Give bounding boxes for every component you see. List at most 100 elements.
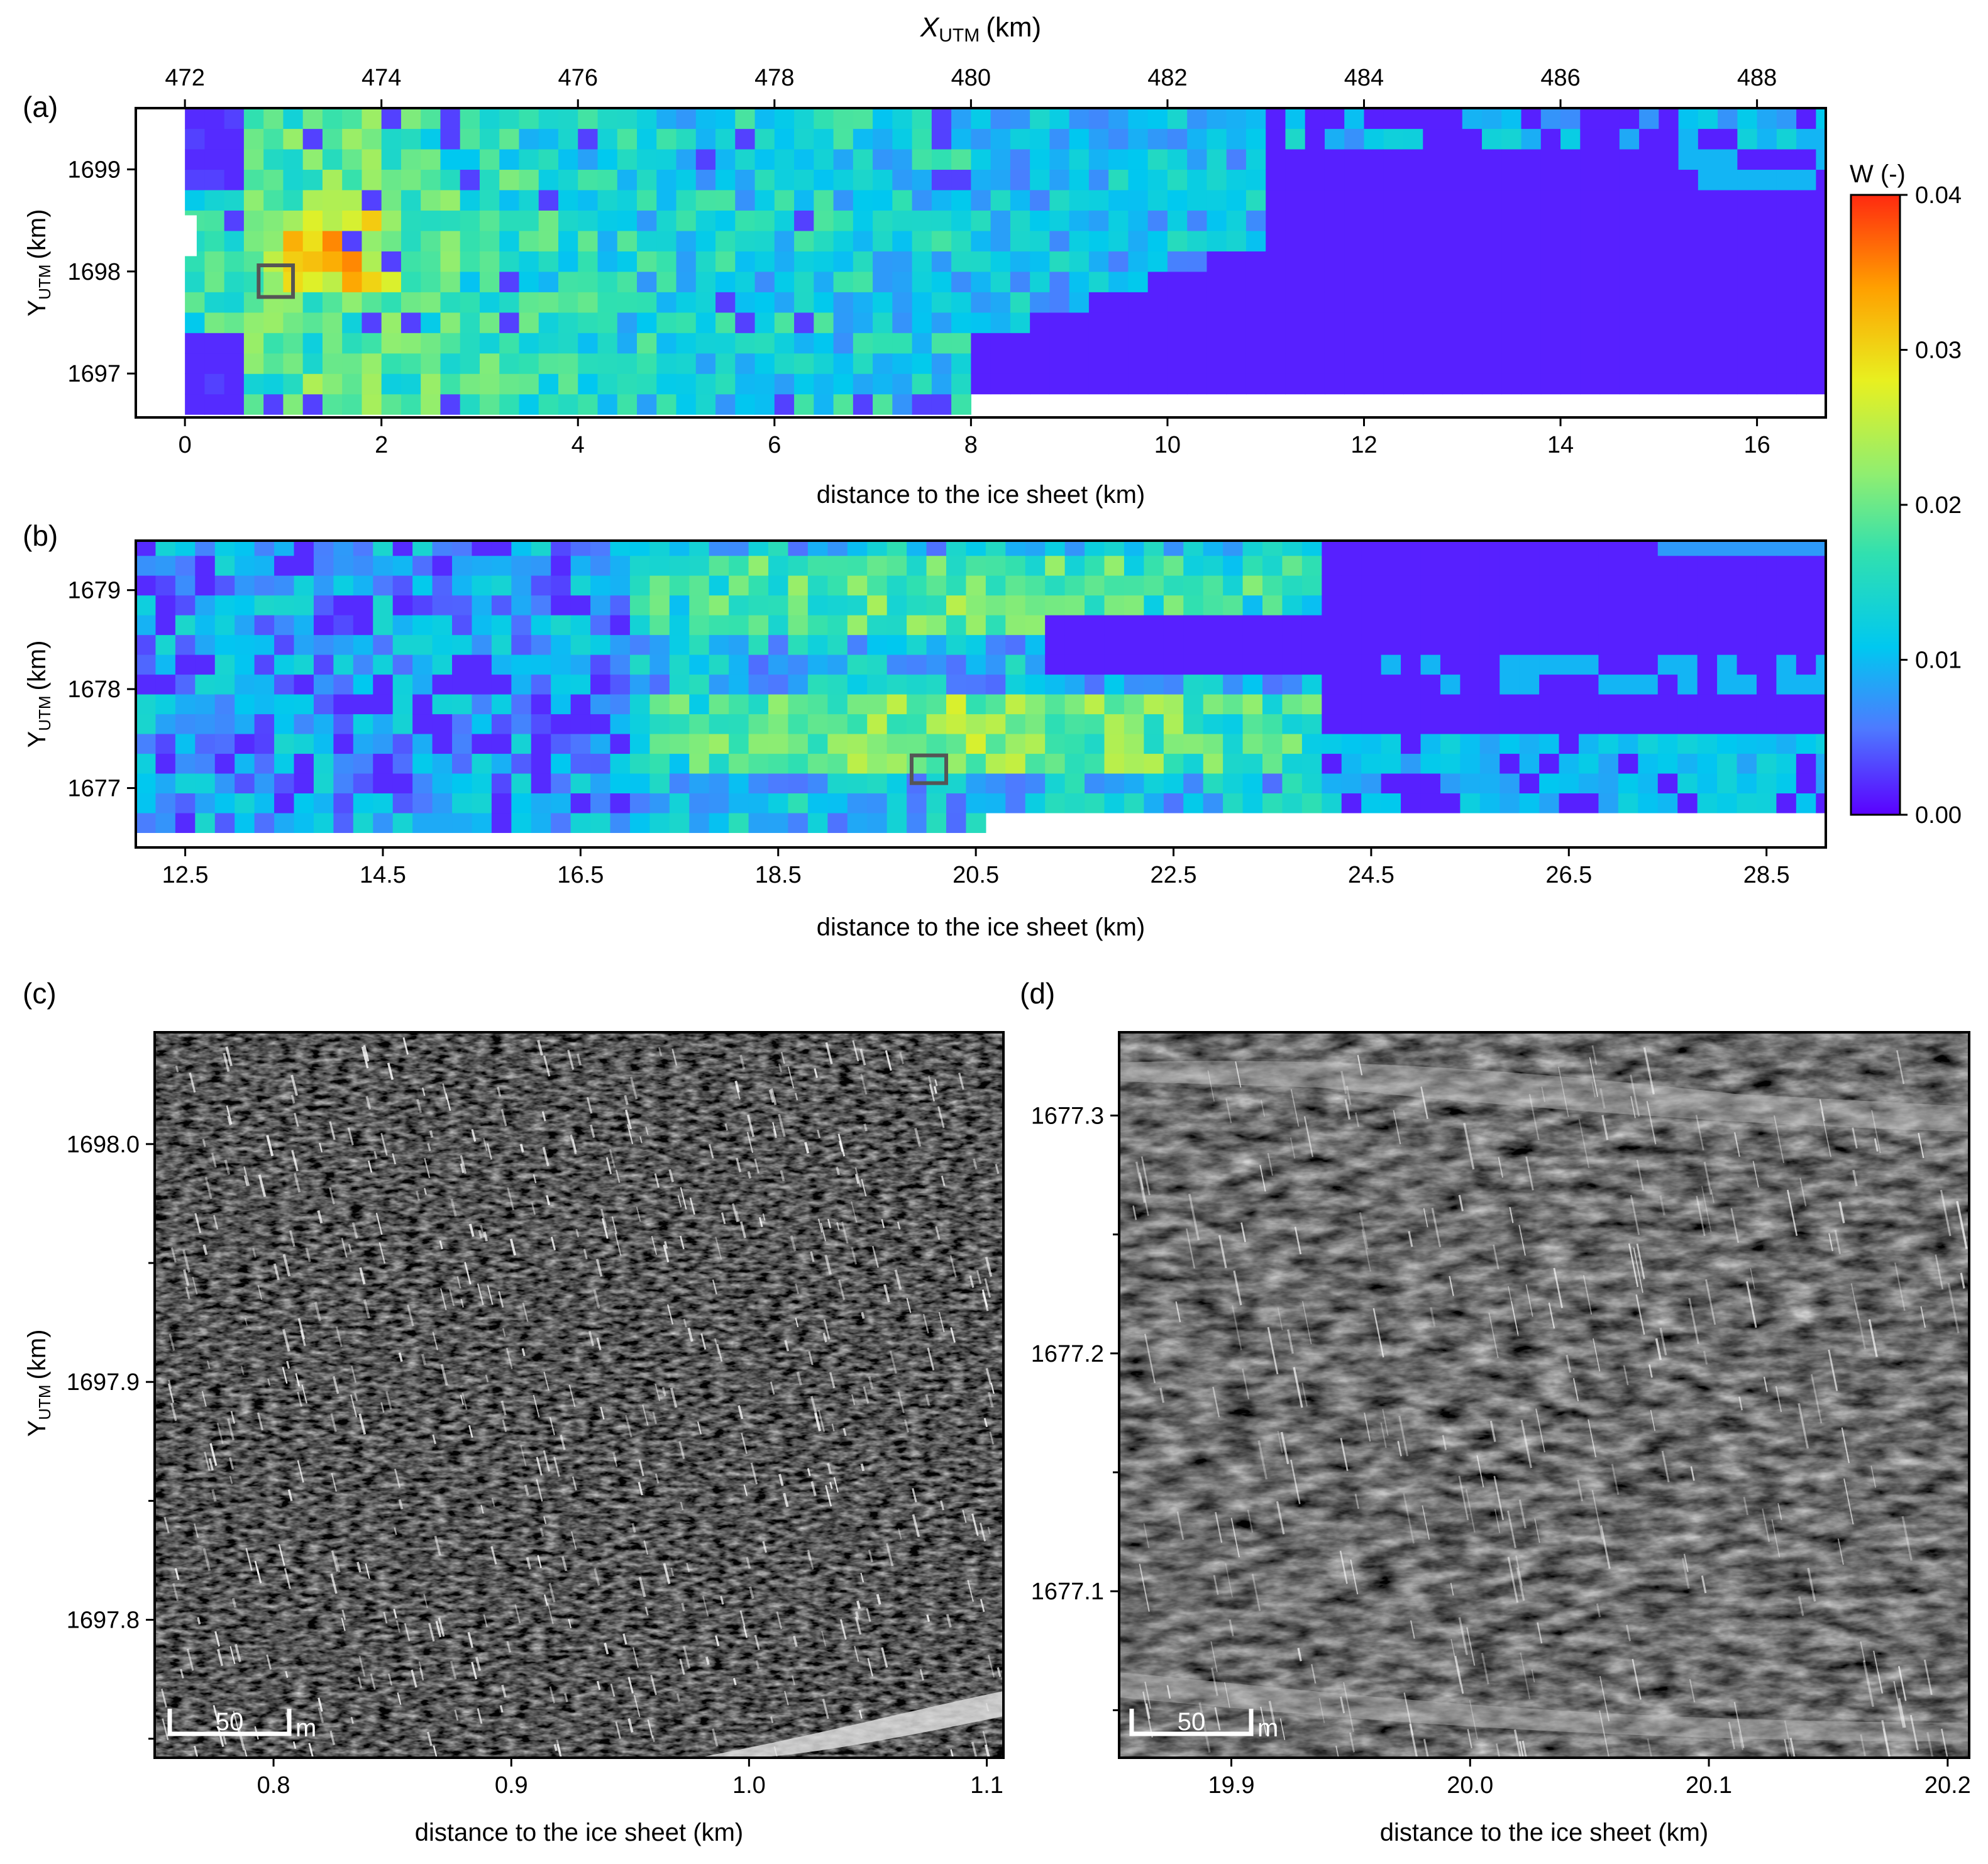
heatmap-cell — [421, 108, 441, 130]
heatmap-cell — [578, 394, 599, 415]
panel-d-streak — [1350, 1559, 1359, 1595]
heatmap-cell — [570, 541, 591, 556]
heatmap-cell — [1580, 210, 1601, 231]
heatmap-cell — [1499, 541, 1520, 556]
heatmap-cell — [155, 555, 176, 576]
heatmap-cell — [774, 333, 795, 354]
heatmap-cell — [1383, 333, 1404, 354]
heatmap-cell — [302, 312, 323, 333]
heatmap-cell — [342, 169, 363, 190]
panel-b-heatmap — [136, 541, 1826, 833]
heatmap-cell — [1423, 230, 1444, 251]
heatmap-cell — [926, 615, 947, 636]
heatmap-cell — [1322, 615, 1342, 636]
heatmap-cell — [1344, 333, 1365, 354]
heatmap-cell — [1266, 292, 1286, 313]
heatmap-cell — [519, 292, 539, 313]
panel-c-ripple — [820, 1222, 827, 1242]
heatmap-cell — [754, 312, 775, 333]
panel-d-y-tick-label: 1677.2 — [1031, 1341, 1104, 1367]
panel-c-ripple — [721, 1212, 726, 1225]
heatmap-cell — [774, 230, 795, 251]
heatmap-cell — [472, 541, 492, 556]
heatmap-cell — [1242, 575, 1263, 596]
heatmap-cell — [1599, 210, 1620, 231]
heatmap-cell — [333, 753, 354, 774]
panel-c-ripple — [214, 1631, 221, 1647]
heatmap-cell — [1262, 694, 1283, 715]
heatmap-cell — [748, 773, 769, 794]
heatmap-cell — [1659, 210, 1679, 231]
heatmap-cell — [1305, 292, 1325, 313]
heatmap-cell — [1698, 128, 1718, 150]
panel-d-streak — [1789, 1738, 1796, 1758]
heatmap-cell — [1085, 694, 1105, 715]
heatmap-cell — [519, 169, 539, 190]
heatmap-cell — [294, 634, 314, 655]
panel-c-ripple — [787, 1066, 795, 1089]
heatmap-cell — [1462, 292, 1483, 313]
heatmap-cell — [362, 128, 382, 150]
panel-d-scale-value: 50 — [1178, 1708, 1206, 1736]
panel-d-streak — [1591, 1490, 1603, 1540]
heatmap-cell — [1147, 169, 1168, 190]
heatmap-cell — [892, 373, 913, 395]
heatmap-cell — [971, 292, 991, 313]
heatmap-cell — [1420, 634, 1441, 655]
heatmap-cell — [302, 373, 323, 395]
heatmap-cell — [1049, 353, 1070, 374]
heatmap-cell — [1479, 541, 1500, 556]
panel-c-ripple — [547, 1602, 554, 1624]
heatmap-cell — [224, 230, 245, 251]
heatmap-cell — [1341, 615, 1362, 636]
heatmap-cell — [1025, 555, 1046, 576]
panel-c-ripple — [273, 1263, 280, 1281]
heatmap-cell — [1124, 753, 1144, 774]
heatmap-cell — [1796, 189, 1816, 211]
panel-c-ripple — [424, 1158, 431, 1178]
panel-c-ripple — [180, 1668, 184, 1679]
heatmap-cell — [235, 793, 255, 813]
heatmap-cell — [1128, 189, 1149, 211]
heatmap-cell — [629, 654, 651, 675]
heatmap-cell — [1088, 251, 1109, 272]
heatmap-cell — [392, 654, 413, 675]
heatmap-cell — [499, 312, 520, 333]
heatmap-cell — [1619, 312, 1640, 333]
heatmap-cell — [689, 654, 710, 675]
heatmap-cell — [373, 555, 394, 576]
heatmap-cell — [1403, 189, 1423, 211]
panel-d-streak — [1838, 1201, 1845, 1223]
panel-c-ripple — [392, 1153, 397, 1165]
heatmap-cell — [1677, 733, 1698, 754]
heatmap-cell — [1717, 674, 1738, 695]
panel-c-ripple — [866, 1608, 871, 1623]
heatmap-cell — [617, 148, 638, 170]
heatmap-cell — [729, 733, 749, 754]
panel-a-x-tick-label: 8 — [964, 432, 978, 458]
panel-c-ripple — [411, 1669, 417, 1688]
heatmap-cell — [926, 793, 947, 813]
panel-d-streak — [1476, 1455, 1484, 1488]
heatmap-cell — [637, 189, 657, 211]
heatmap-cell — [985, 595, 1006, 615]
heatmap-cell — [1088, 292, 1109, 313]
heatmap-cell — [1322, 753, 1342, 774]
heatmap-cell — [946, 674, 967, 695]
panel-d-streak — [1211, 1667, 1218, 1696]
heatmap-cell — [1223, 674, 1244, 695]
heatmap-cell — [590, 541, 611, 556]
heatmap-cell — [1698, 292, 1718, 313]
heatmap-cell — [1025, 793, 1046, 813]
heatmap-cell — [1737, 615, 1757, 636]
heatmap-cell — [342, 108, 363, 130]
heatmap-cell — [1341, 714, 1362, 734]
heatmap-cell — [1619, 210, 1640, 231]
heatmap-cell — [1718, 189, 1738, 211]
panel-c-ripple — [351, 1222, 358, 1239]
heatmap-cell — [1659, 128, 1679, 150]
heatmap-cell — [254, 793, 275, 813]
heatmap-cell — [597, 148, 618, 170]
heatmap-cell — [597, 394, 618, 415]
heatmap-cell — [491, 615, 512, 636]
